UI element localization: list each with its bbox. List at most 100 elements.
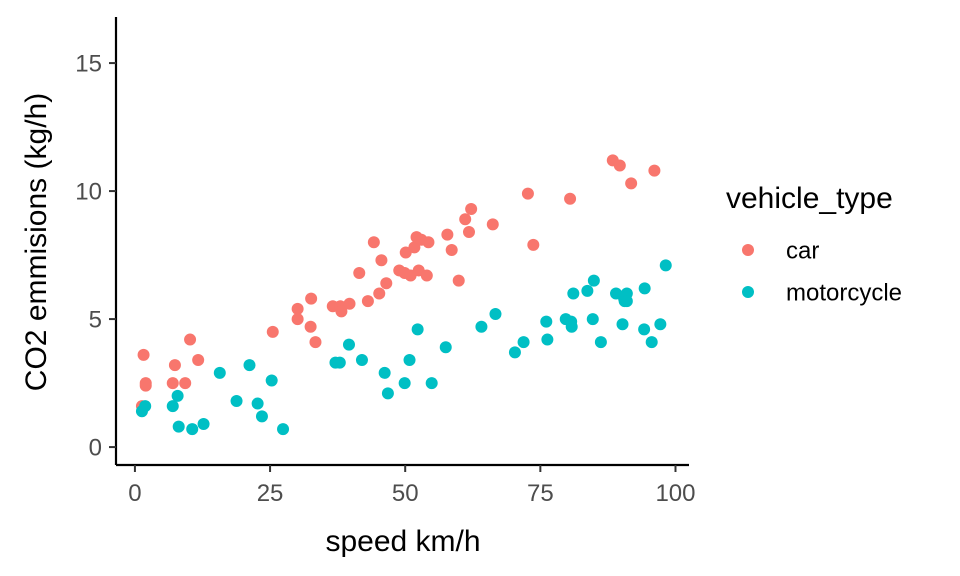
point-motorcycle <box>243 359 256 372</box>
point-motorcycle <box>355 354 368 367</box>
point-car <box>408 241 421 254</box>
point-motorcycle <box>166 400 179 413</box>
point-motorcycle <box>333 356 346 369</box>
point-car <box>335 305 348 318</box>
point-car <box>486 218 499 231</box>
point-car <box>613 159 626 172</box>
y-axis-title: CO2 emmisions (kg/h) <box>20 93 53 391</box>
point-car <box>309 336 322 349</box>
point-car <box>422 236 435 249</box>
point-car <box>361 295 374 308</box>
point-motorcycle <box>540 315 553 328</box>
legend-label-car: car <box>786 238 819 265</box>
x-axis-title: speed km/h <box>325 525 480 558</box>
point-car <box>367 236 380 249</box>
point-car <box>305 292 318 305</box>
point-motorcycle <box>172 420 185 433</box>
point-motorcycle <box>139 400 152 413</box>
point-motorcycle <box>567 287 580 300</box>
legend-title: vehicle_type <box>726 182 893 215</box>
point-car <box>139 377 152 390</box>
point-car <box>375 254 388 267</box>
point-car <box>373 287 386 300</box>
point-motorcycle <box>186 423 199 436</box>
point-car <box>266 325 279 338</box>
point-car <box>192 354 205 367</box>
point-car <box>184 333 197 346</box>
point-motorcycle <box>342 338 355 351</box>
point-car <box>166 377 179 390</box>
point-car <box>564 192 577 205</box>
point-motorcycle <box>565 320 578 333</box>
point-motorcycle <box>425 377 438 390</box>
point-car <box>380 277 393 290</box>
point-car <box>462 226 475 239</box>
point-motorcycle <box>489 307 502 320</box>
point-motorcycle <box>251 397 264 410</box>
point-car <box>291 313 304 326</box>
point-motorcycle <box>508 346 521 359</box>
x-tick-label: 75 <box>527 480 554 507</box>
point-car <box>465 203 478 215</box>
point-motorcycle <box>586 313 599 326</box>
point-car <box>137 348 150 361</box>
point-car <box>291 302 304 315</box>
point-motorcycle <box>265 374 278 387</box>
y-tick-label: 15 <box>75 51 102 78</box>
axes <box>114 17 689 467</box>
point-car <box>648 164 661 177</box>
x-tick-label: 25 <box>257 480 284 507</box>
point-car <box>625 177 638 190</box>
point-motorcycle <box>517 336 530 349</box>
point-motorcycle <box>213 366 226 379</box>
x-tick-label: 0 <box>128 480 141 507</box>
y-tick-label: 5 <box>89 307 102 334</box>
point-motorcycle <box>654 318 667 331</box>
point-car <box>353 267 366 279</box>
x-tick-label: 100 <box>655 480 695 507</box>
point-motorcycle <box>581 284 594 297</box>
point-motorcycle <box>475 320 488 333</box>
point-motorcycle <box>230 395 243 407</box>
point-motorcycle <box>616 318 629 331</box>
point-motorcycle <box>403 354 416 367</box>
point-motorcycle <box>381 387 394 400</box>
legend-key-car <box>742 244 754 256</box>
point-car <box>399 246 412 259</box>
point-car <box>179 377 192 390</box>
point-motorcycle <box>594 336 607 349</box>
point-motorcycle <box>398 377 411 390</box>
point-car <box>527 238 540 251</box>
point-motorcycle <box>277 423 290 436</box>
point-car <box>343 297 356 310</box>
point-motorcycle <box>171 389 184 402</box>
x-axis-ticks: 0 25 50 75 100 <box>128 465 696 507</box>
point-motorcycle <box>587 274 600 287</box>
point-motorcycle <box>645 336 658 349</box>
y-tick-label: 0 <box>89 435 102 462</box>
legend: vehicle_type car motorcycle <box>726 182 902 307</box>
y-axis-ticks: 0 5 10 15 <box>75 51 116 462</box>
x-tick-label: 50 <box>392 480 419 507</box>
point-car <box>445 243 458 256</box>
legend-key-motorcycle <box>742 286 754 298</box>
point-motorcycle <box>638 282 651 295</box>
point-car <box>420 269 433 282</box>
point-car <box>168 359 181 372</box>
point-car <box>304 320 317 333</box>
point-car <box>521 187 534 200</box>
y-tick-label: 10 <box>75 179 102 206</box>
point-motorcycle <box>541 333 554 346</box>
point-car <box>459 213 472 226</box>
point-motorcycle <box>197 418 210 431</box>
point-motorcycle <box>255 410 268 423</box>
data-points <box>135 154 672 436</box>
point-motorcycle <box>620 295 633 308</box>
point-motorcycle <box>659 259 672 272</box>
point-motorcycle <box>378 366 391 379</box>
point-motorcycle <box>439 341 452 354</box>
point-car <box>452 274 465 287</box>
point-motorcycle <box>411 323 424 336</box>
point-motorcycle <box>638 323 651 336</box>
